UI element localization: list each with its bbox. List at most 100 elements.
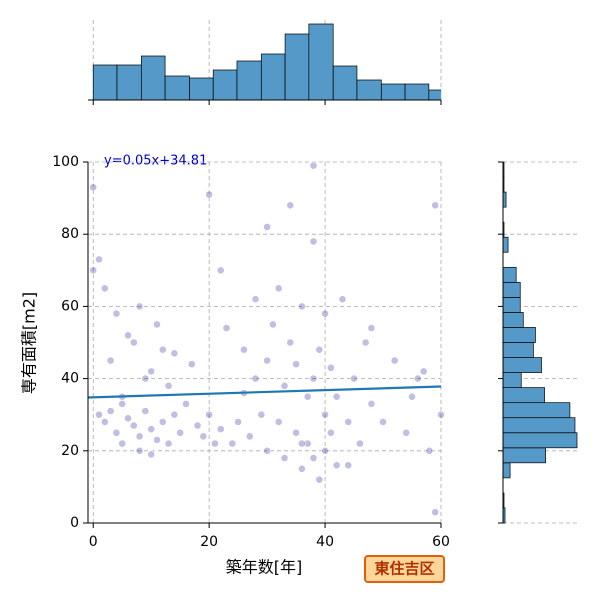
point <box>263 446 272 455</box>
point <box>286 338 295 347</box>
point <box>309 454 318 462</box>
point <box>205 190 214 199</box>
point <box>147 425 156 434</box>
y-hist-bar <box>502 387 545 404</box>
point <box>263 223 272 231</box>
point <box>251 295 260 304</box>
point <box>309 237 318 246</box>
y-tick-label: 0 <box>70 515 79 531</box>
y-hist-bar <box>502 447 546 464</box>
point <box>303 392 312 401</box>
point <box>147 450 156 459</box>
point <box>147 367 156 376</box>
x-hist-bar <box>212 69 238 101</box>
point <box>326 428 335 437</box>
point <box>135 432 144 441</box>
x-hist-bar <box>284 33 310 101</box>
x-tick-label: 20 <box>200 534 218 550</box>
point <box>106 407 115 415</box>
x-tick-label: 60 <box>432 534 450 550</box>
badge-box <box>364 555 445 583</box>
x-hist-bar <box>116 64 142 101</box>
point <box>425 446 434 455</box>
point <box>361 338 370 347</box>
point <box>158 345 167 354</box>
x-axis-label: 築年数[年] <box>226 558 303 577</box>
point <box>164 381 173 390</box>
point <box>89 183 98 192</box>
point <box>297 439 306 448</box>
point <box>390 356 399 365</box>
x-tick-label: 40 <box>316 534 334 550</box>
point <box>95 255 103 264</box>
point <box>292 428 300 437</box>
point <box>321 309 329 318</box>
point <box>315 345 324 354</box>
point <box>431 201 440 210</box>
x-hist-bar <box>308 23 334 101</box>
point <box>205 410 214 419</box>
point <box>263 356 272 365</box>
point <box>257 410 266 419</box>
y-hist-bar <box>502 342 534 358</box>
point <box>367 399 376 408</box>
badge: 東住吉区 <box>374 560 434 578</box>
x-hist-bar <box>164 75 190 101</box>
point <box>286 201 295 210</box>
point <box>176 428 185 437</box>
point <box>431 508 440 517</box>
point <box>303 439 312 448</box>
point <box>187 360 196 369</box>
point <box>153 320 161 329</box>
y-hist-bar <box>502 462 511 479</box>
point <box>419 367 428 376</box>
y-tick-label: 100 <box>52 154 79 170</box>
y-hist-bar <box>502 297 521 313</box>
point <box>332 392 341 401</box>
point <box>251 374 260 383</box>
point <box>216 425 225 434</box>
y-hist-bar <box>502 327 536 343</box>
point <box>129 338 138 347</box>
point <box>332 461 341 470</box>
point <box>124 331 132 340</box>
point <box>153 436 161 444</box>
point <box>141 407 150 415</box>
x-hist-bar <box>189 77 214 101</box>
point <box>280 381 289 390</box>
y-tick-label: 20 <box>61 443 79 459</box>
y-hist-bar <box>502 312 524 328</box>
point <box>297 464 306 473</box>
point <box>124 414 132 423</box>
point <box>135 446 144 455</box>
y-hist-bar <box>502 372 522 388</box>
point <box>222 324 231 332</box>
point <box>338 295 347 304</box>
point <box>95 410 103 419</box>
point <box>118 399 127 408</box>
point <box>170 410 179 419</box>
point <box>89 266 98 275</box>
point <box>141 374 150 383</box>
point <box>280 454 289 462</box>
y-hist-bar <box>502 402 571 419</box>
point <box>182 399 190 408</box>
point <box>211 439 219 448</box>
y-tick-label: 60 <box>61 298 79 314</box>
point <box>408 392 416 401</box>
y-hist-bar <box>502 417 576 434</box>
y-tick-label: 80 <box>61 226 79 242</box>
point <box>297 302 306 311</box>
y-hist-bar <box>502 357 542 373</box>
point <box>315 475 324 484</box>
point <box>199 432 208 441</box>
y-tick-label: 40 <box>61 371 79 387</box>
y-hist-bar <box>502 281 521 298</box>
x-hist-bar <box>92 64 118 101</box>
point <box>228 439 237 448</box>
regression-line <box>87 385 442 399</box>
point <box>100 284 109 293</box>
point <box>344 418 353 426</box>
point <box>193 421 202 430</box>
